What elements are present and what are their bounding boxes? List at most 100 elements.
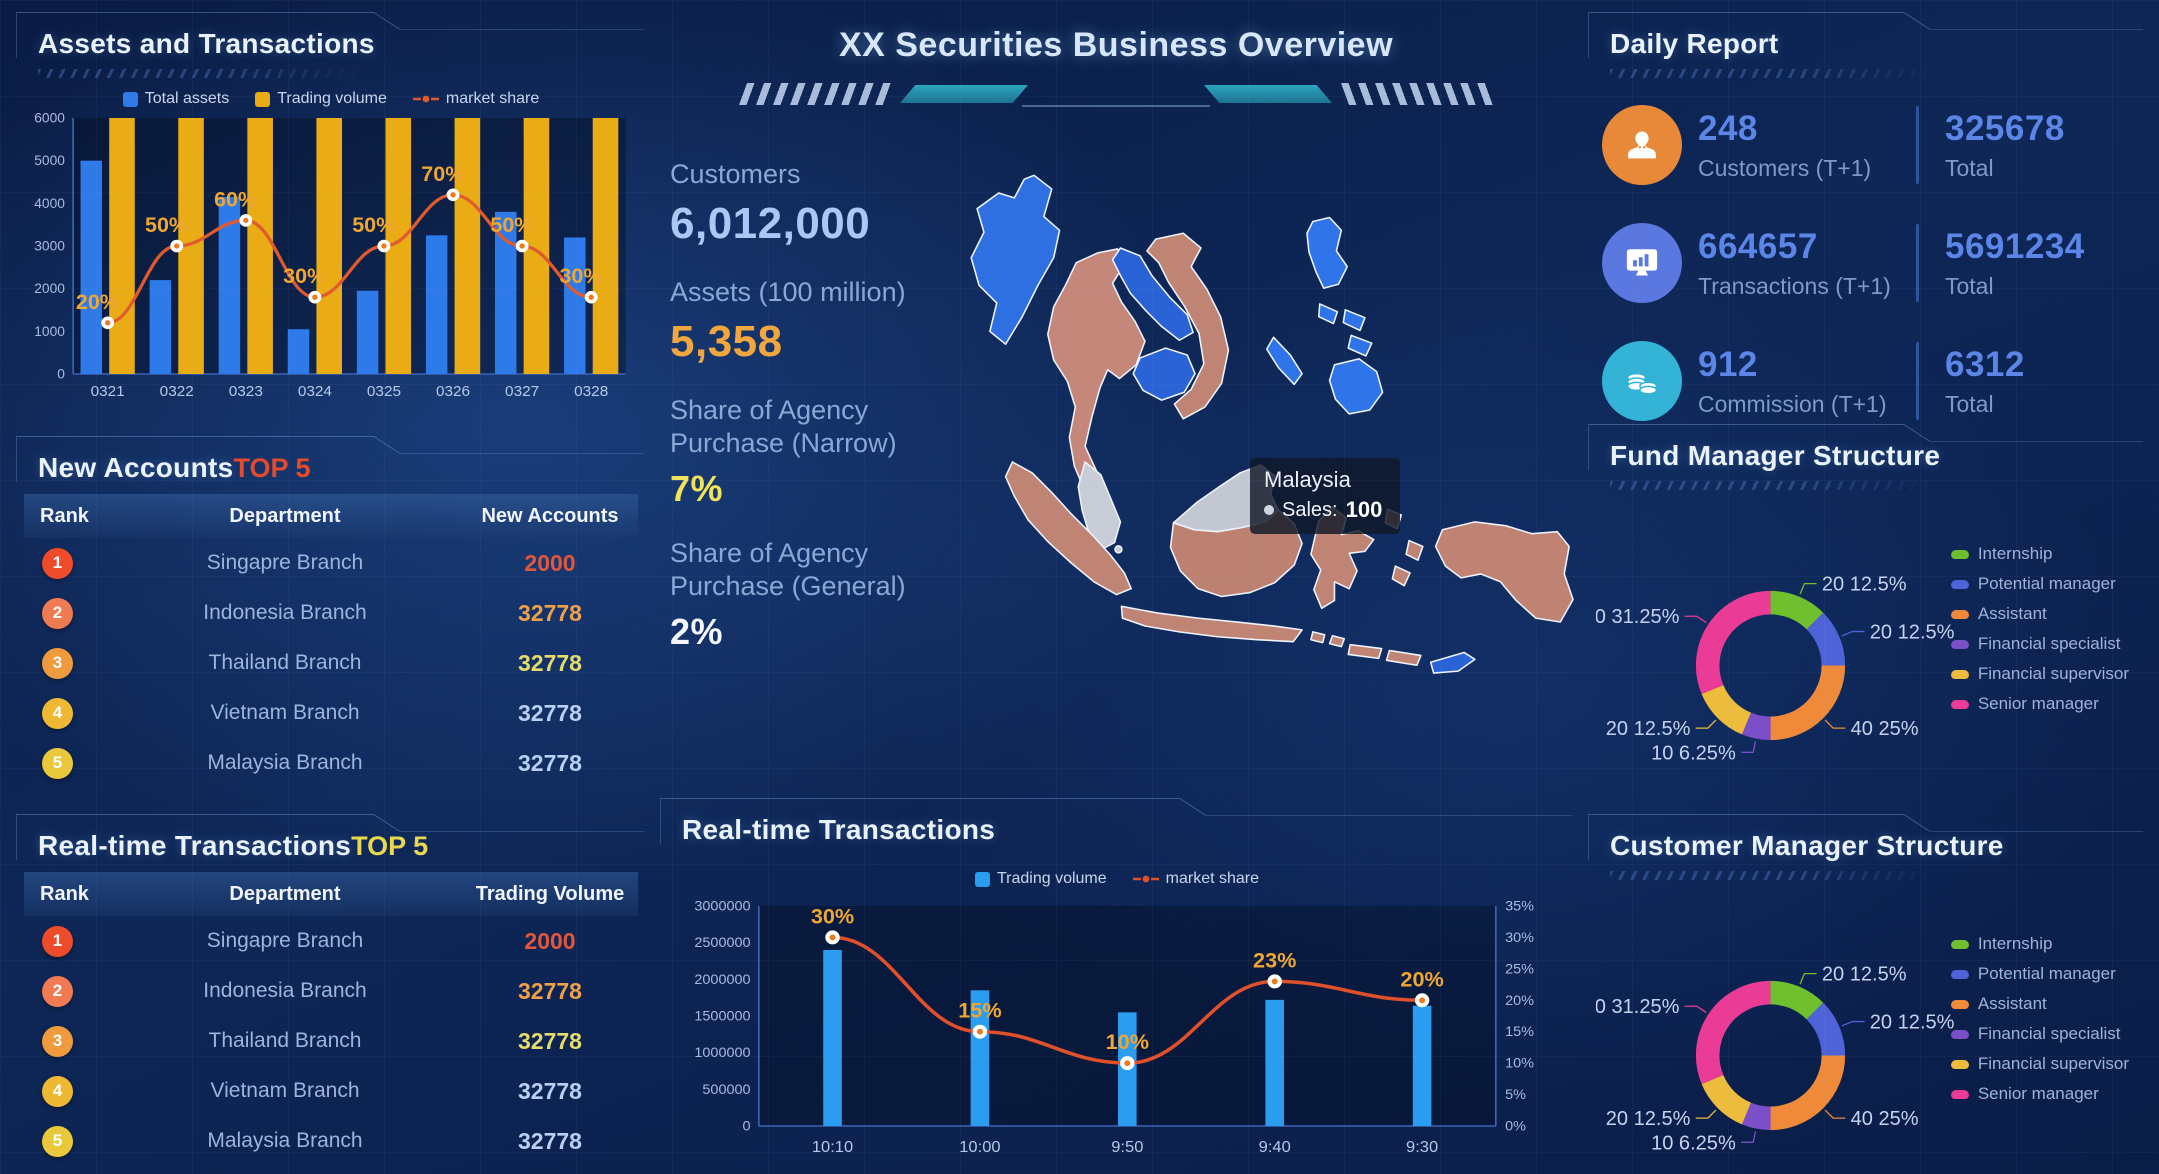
legend-item[interactable]: Trading volume	[974, 870, 1107, 888]
line-point-label: 50%	[490, 213, 533, 237]
svg-text:15%: 15%	[1505, 1024, 1534, 1040]
donut-slice-senior-manager[interactable]	[1695, 980, 1772, 1085]
svg-text:0322: 0322	[160, 383, 194, 400]
table-row: 4 Vietnam Branch 32778	[24, 1066, 638, 1116]
table-row: 3 Thailand Branch 32778	[24, 1016, 638, 1066]
bars-total-assets[interactable]	[80, 160, 586, 374]
legend-item[interactable]: Assistant	[1950, 994, 2129, 1014]
rank-badge: 4	[42, 697, 73, 729]
bars-trading-volume[interactable]	[109, 118, 619, 374]
map-region-mindanao	[1328, 358, 1384, 415]
value-cell: 32778	[518, 649, 582, 676]
coins-icon	[1602, 341, 1682, 421]
panel-title: Real-time Transactions	[682, 814, 996, 845]
daily-left-metric: 912 Commission (T+1)	[1698, 345, 1916, 418]
stat-value: 2%	[670, 610, 724, 652]
donut-slice-label: 50 31.25%	[1596, 606, 1680, 628]
southeast-asia-map[interactable]: Malaysia Sales: 100	[928, 132, 1576, 792]
map-region-myanmar	[970, 174, 1061, 345]
daily-report-row: 248 Customers (T+1) 325678 Total	[1602, 94, 2137, 196]
legend-item[interactable]: Financial supervisor	[1950, 1054, 2129, 1074]
label-leader-line	[1741, 741, 1757, 753]
legend-label: Internship	[1977, 934, 2053, 953]
legend-label: Trading volume	[277, 90, 387, 107]
legend-item[interactable]: Internship	[1950, 934, 2129, 954]
rank-badge: 5	[42, 747, 73, 779]
label-leader-line	[1799, 972, 1817, 985]
stat-value: 6,012,000	[670, 198, 871, 248]
stripe-decoration	[1332, 83, 1502, 105]
fund-manager-legend: Internship Potential manager Assistant F…	[1950, 544, 2129, 714]
legend-item[interactable]: Senior manager	[1950, 1084, 2129, 1104]
map-region-cambodia	[1132, 347, 1196, 401]
line-point-label: 15%	[958, 999, 1001, 1023]
table-row: 5 Malaysia Branch 32778	[24, 738, 638, 788]
line-point-label: 60%	[214, 188, 257, 212]
label-leader-line	[1841, 1020, 1865, 1027]
metric-label: Customers (T+1)	[1698, 154, 1872, 181]
legend-item[interactable]: Financial supervisor	[1950, 664, 2129, 684]
legend-item[interactable]: Potential manager	[1950, 964, 2129, 984]
donut-slice-financial-supervisor[interactable]	[1701, 684, 1752, 735]
rank-badge: 1	[42, 547, 73, 579]
map-region-bali	[1310, 631, 1326, 644]
donut-slice-label: 10 6.25%	[1651, 1132, 1736, 1154]
line-point-label: 20%	[76, 290, 119, 314]
svg-text:0323: 0323	[229, 383, 263, 400]
legend-item[interactable]: market share	[412, 90, 539, 108]
map-svg[interactable]	[928, 132, 1576, 792]
donut-slice-potential-manager[interactable]	[1806, 1002, 1846, 1057]
line-point-label: 10%	[1106, 1030, 1149, 1054]
legend-label: Total assets	[144, 90, 230, 107]
bar-legend-marker	[255, 91, 271, 107]
map-region-visayas	[1317, 303, 1339, 325]
divider	[1916, 224, 1919, 302]
legend-item[interactable]: Financial specialist	[1950, 634, 2129, 654]
department-cell: Indonesia Branch	[203, 601, 367, 624]
svg-text:2000: 2000	[34, 281, 65, 296]
donut-slice-internship[interactable]	[1769, 980, 1824, 1020]
legend-item[interactable]: Potential manager	[1950, 574, 2129, 594]
metric-value: 248	[1698, 108, 1758, 148]
donut-slice-assistant[interactable]	[1769, 1054, 1846, 1131]
panel-title: Real-time Transactions	[38, 830, 352, 861]
trapezoid-decoration	[1204, 85, 1332, 103]
map-region-visayas	[1347, 334, 1373, 357]
legend-label: Potential manager	[1977, 574, 2116, 593]
donut-slice-assistant[interactable]	[1769, 664, 1846, 741]
legend-item[interactable]: Total assets	[122, 90, 230, 108]
line-point-label: 70%	[421, 162, 464, 186]
line-point-label: 30%	[559, 264, 602, 288]
metric-value: 664657	[1698, 226, 1818, 266]
donut-slice-label: 40 25%	[1851, 1108, 1919, 1130]
map-region-thailand	[1046, 248, 1146, 505]
legend-item[interactable]: Financial specialist	[1950, 1024, 2129, 1044]
legend-item[interactable]: Trading volume	[255, 90, 387, 108]
legend-item[interactable]: market share	[1132, 870, 1259, 888]
department-cell: Vietnam Branch	[210, 701, 360, 724]
left-column: Assets and Transactions Total assets Trad…	[16, 12, 644, 1174]
svg-text:30%: 30%	[1505, 930, 1534, 946]
metric-label: Transactions (T+1)	[1698, 272, 1891, 299]
legend-item[interactable]: Senior manager	[1950, 694, 2129, 714]
legend-marker	[1950, 1029, 1969, 1039]
donut-slice-financial-supervisor[interactable]	[1701, 1074, 1752, 1125]
chart-icon	[1602, 223, 1682, 303]
donut-slice-internship[interactable]	[1769, 590, 1824, 630]
legend-item[interactable]: Internship	[1950, 544, 2129, 564]
legend-marker	[1950, 1059, 1969, 1069]
label-leader-line	[1741, 1131, 1757, 1143]
panel-title: Assets and Transactions	[38, 28, 375, 59]
label-leader-line	[1841, 630, 1865, 637]
daily-total-metric: 5691234 Total	[1919, 227, 2137, 300]
donut-slice-financial-specialist[interactable]	[1741, 1102, 1772, 1131]
panel-title: Customer Manager Structure	[1610, 830, 2004, 861]
table-row: 4 Vietnam Branch 32778	[24, 688, 638, 738]
map-region-peninsular-malaysia	[1077, 461, 1122, 552]
legend-item[interactable]: Assistant	[1950, 604, 2129, 624]
donut-slice-potential-manager[interactable]	[1806, 612, 1846, 667]
donut-slice-financial-specialist[interactable]	[1741, 712, 1772, 741]
value-cell: 32778	[518, 599, 582, 626]
donut-slice-senior-manager[interactable]	[1695, 590, 1772, 695]
label-leader-line	[1695, 719, 1717, 729]
